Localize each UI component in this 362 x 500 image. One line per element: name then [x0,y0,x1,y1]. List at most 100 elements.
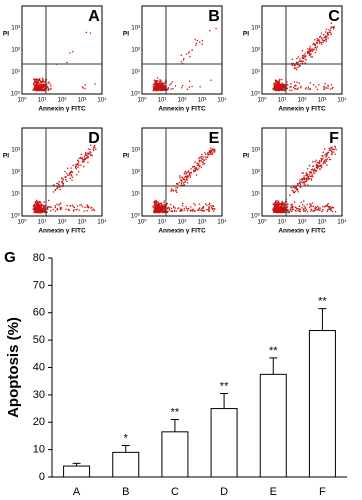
cell-dot [160,210,162,213]
cell-dot [287,84,289,86]
cell-dot [334,145,336,147]
cell-dot [293,192,295,194]
cell-dot [39,80,41,82]
cell-dot [278,84,280,87]
x-tick-label: 10² [178,98,187,104]
cell-dot [273,87,275,89]
cell-dot [162,209,164,211]
cell-dots [272,22,336,92]
cell-dot [91,207,93,209]
cell-dot [302,55,304,57]
x-tick-label: 10¹ [158,98,167,104]
cell-dot [161,211,163,213]
cell-dot [208,150,211,152]
cell-dot [199,86,201,88]
y-tick-label: 10³ [131,26,140,32]
cell-dot [200,209,202,211]
cell-dot [78,171,80,173]
cell-dot [69,205,72,207]
cell-dot [198,157,200,159]
y-tick-label: 10³ [251,148,260,154]
cell-dot [94,144,96,147]
cell-dot [35,85,37,87]
cell-dot [155,202,157,204]
cell-dot [188,170,190,172]
cell-dot [159,80,161,83]
cell-dot [44,81,46,83]
cell-dot [36,202,38,205]
cell-dot [282,203,284,205]
cell-dot [175,187,177,189]
cell-dot [188,173,191,175]
cell-dot [205,158,207,160]
cell-dot [301,60,303,62]
cell-dot [201,39,204,42]
cell-dot [35,211,37,214]
cell-dot [167,207,169,209]
cell-dot [275,83,278,85]
x-tick-label: B [122,486,129,498]
cell-dot [305,178,307,180]
cell-dot [278,210,280,212]
cell-dot [173,206,175,209]
x-tick-label: 10³ [78,220,87,226]
cell-dot [153,201,155,203]
cell-dot [36,89,38,91]
cell-dot [198,208,200,210]
panel-label: G [4,249,16,266]
cell-dot [181,181,183,183]
x-tick-label: 10² [298,220,307,226]
cell-dot [301,182,303,184]
cell-dot [316,169,318,172]
cell-dot [152,205,154,207]
cell-dot [86,206,88,208]
cell-dot [331,87,333,89]
cell-dot [35,204,37,206]
cell-dot [278,87,280,89]
cell-dot [189,176,192,178]
cell-dot [200,158,203,160]
cell-dot [59,208,62,210]
cell-dot [154,203,156,205]
cell-dot [209,30,211,32]
cell-dot [294,206,296,208]
cell-dot [179,210,181,212]
cell-dot [278,211,280,213]
cell-dot [293,191,295,194]
x-tick-label: 10⁰ [137,97,147,104]
cell-dot [173,210,176,212]
cell-dot [83,161,85,163]
cell-dot [154,80,156,82]
cell-dot [296,57,298,60]
cell-dot [152,86,154,88]
cell-dot [170,203,172,206]
cell-dot [188,86,190,88]
cell-dot [312,165,314,167]
cell-dot [316,38,318,40]
cell-dot [38,88,40,90]
cell-dot [194,210,196,213]
cell-dot [309,53,311,55]
cell-dot [275,204,277,206]
cell-dot [309,82,311,84]
cell-dot [37,79,39,82]
cell-dot [183,58,185,60]
x-tick-label: C [171,486,179,498]
cell-dot [161,82,163,85]
cell-dot [317,208,320,210]
plot-frame [141,5,223,95]
cell-dot [329,149,332,151]
cell-dot [326,155,328,157]
cell-dot [57,187,59,189]
cell-dot [195,42,198,44]
cell-dot [283,211,285,214]
cell-dot [182,85,184,87]
cell-dot [212,148,215,150]
cell-dot [179,175,181,177]
cell-dot [189,174,191,176]
cell-dot [162,210,164,212]
cell-dot [89,32,92,34]
cell-dot [46,206,49,208]
cell-dot [275,207,277,209]
cell-dot [282,85,284,87]
